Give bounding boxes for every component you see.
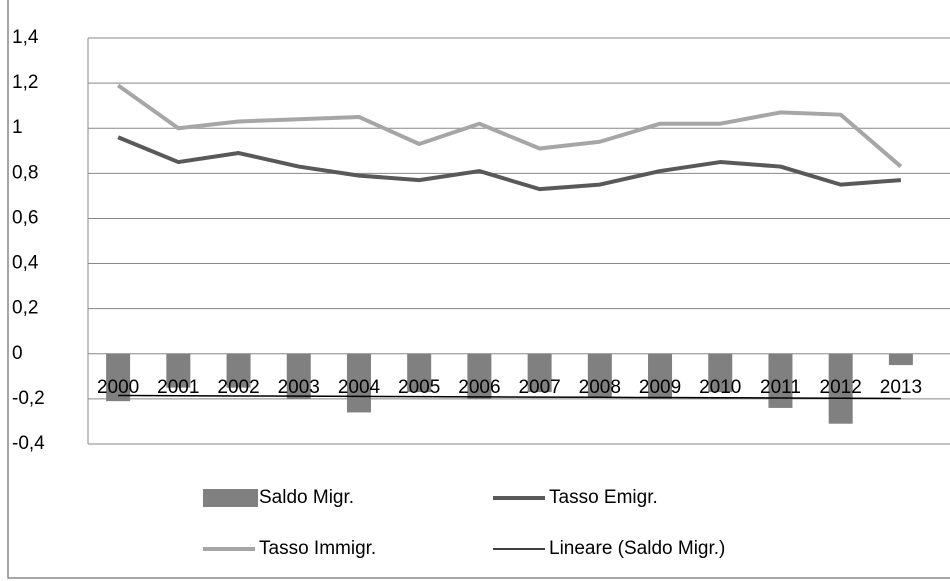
y-tick-label: 0 <box>12 343 23 364</box>
y-tick-label: 1 <box>12 117 23 138</box>
bar <box>467 353 492 399</box>
x-tick-label: 2006 <box>458 377 500 398</box>
line-series <box>116 83 903 169</box>
bar <box>226 353 251 388</box>
x-tick-label: 2003 <box>278 377 320 398</box>
bar <box>286 353 311 399</box>
y-tick-label: 0,4 <box>12 253 39 274</box>
x-tick-label: 2007 <box>518 377 560 398</box>
line-series <box>118 394 901 400</box>
bar <box>648 353 673 399</box>
y-tick-label: -0,4 <box>12 433 45 454</box>
x-tick-label: 2000 <box>97 377 139 398</box>
y-tick-label: 1,4 <box>12 27 39 48</box>
x-tick-label: 2008 <box>579 377 621 398</box>
y-tick-label: 0,8 <box>12 162 38 183</box>
bar <box>587 353 612 397</box>
x-tick-label: 2013 <box>880 377 922 398</box>
bar <box>407 353 432 393</box>
chart-border <box>7 0 950 579</box>
x-tick-label: 2001 <box>157 377 199 398</box>
bar <box>106 353 131 402</box>
bar <box>166 353 191 388</box>
y-tick-label: 0,6 <box>12 207 38 228</box>
bar <box>708 353 733 393</box>
x-tick-label: 2010 <box>699 377 741 398</box>
bar <box>527 353 552 393</box>
line-series <box>117 135 902 192</box>
y-tick-label: 0,2 <box>12 298 38 319</box>
bar <box>888 353 913 366</box>
legend-label: Tasso Immigr. <box>259 538 376 559</box>
bar <box>768 353 793 408</box>
x-tick-label: 2004 <box>338 377 381 398</box>
x-tick-label: 2009 <box>639 377 681 398</box>
legend-swatch <box>203 489 258 507</box>
legend-label: Tasso Emigr. <box>549 487 658 508</box>
x-tick-label: 2011 <box>760 377 801 398</box>
y-tick-label: 1,2 <box>12 72 38 93</box>
x-tick-label: 2005 <box>398 377 440 398</box>
y-tick-label: -0,2 <box>12 388 45 409</box>
x-tick-label: 2012 <box>820 377 862 398</box>
legend-label: Saldo Migr. <box>259 487 354 508</box>
bar <box>828 353 853 424</box>
bar <box>346 353 371 413</box>
x-tick-label: 2002 <box>217 377 259 398</box>
legend-label: Lineare (Saldo Migr.) <box>549 538 725 559</box>
